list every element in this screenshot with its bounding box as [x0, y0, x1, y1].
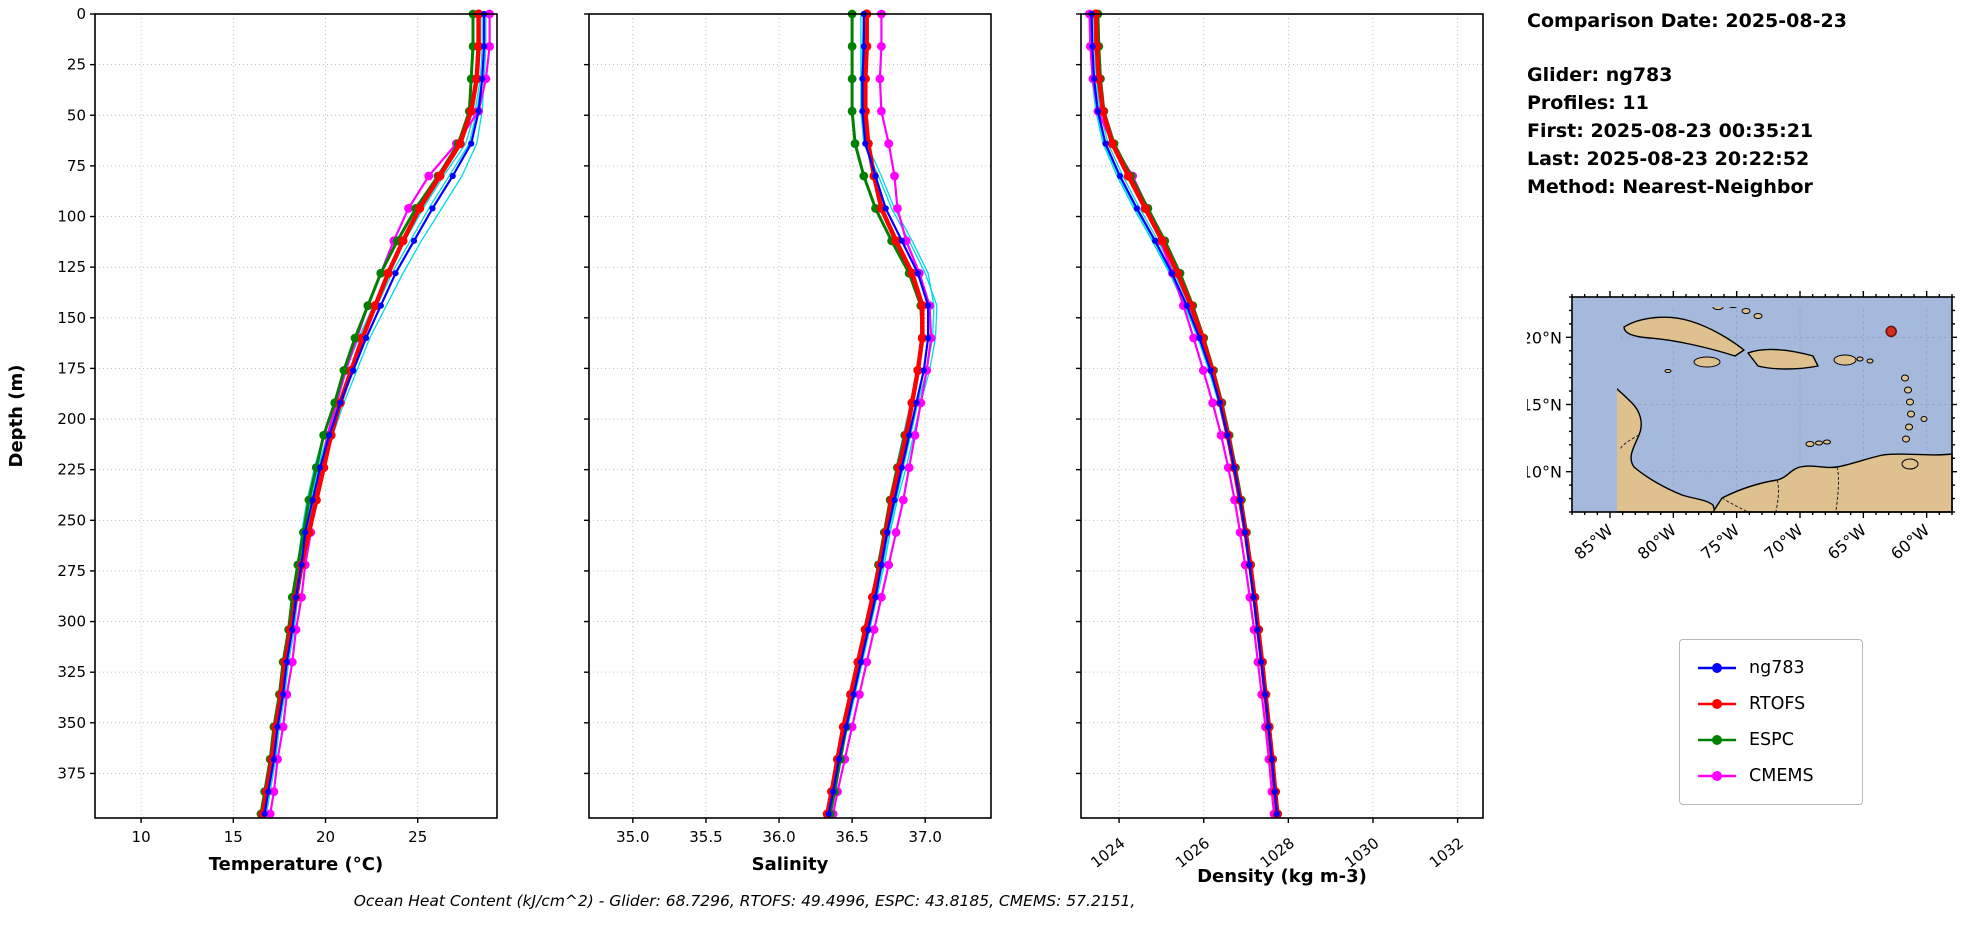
legend-label: ESPC — [1749, 729, 1794, 750]
salinity-plot-svg: 35.0 35.5 36.0 36.5 37.0 Salinity — [584, 9, 992, 875]
svg-text:175: 175 — [57, 359, 86, 377]
svg-text:20: 20 — [316, 828, 335, 846]
svg-text:200: 200 — [57, 410, 86, 428]
svg-text:Temperature (°C): Temperature (°C) — [209, 854, 383, 875]
svg-text:Depth (m): Depth (m) — [6, 365, 27, 468]
legend-item-ng783: ng783 — [1696, 650, 1846, 686]
legend-item-RTOFS: RTOFS — [1696, 686, 1846, 722]
legend-marker-icon — [1698, 770, 1736, 781]
ocean-heat-content-note: Ocean Heat Content (kJ/cm^2) - Glider: 6… — [353, 892, 1136, 910]
svg-text:50: 50 — [67, 106, 86, 124]
temperature-plot-svg: 0 25 50 75 100 125 150 175 200 225 250 275 300 325 350… — [6, 5, 498, 875]
comparison-date: Comparison Date: 2025-08-23 — [1527, 10, 1847, 32]
map-lon-tick-label: 75°W — [1697, 520, 1743, 563]
svg-text:375: 375 — [57, 764, 86, 782]
glider-model-comparison-dashboard: 0 25 50 75 100 125 150 175 200 225 250 275 300 325 350… — [0, 0, 1982, 910]
map-lon-tick-label: 85°W — [1571, 520, 1617, 563]
svg-text:15: 15 — [224, 828, 243, 846]
glider-position-marker — [1885, 325, 1897, 337]
map-lon-tick-label: 60°W — [1887, 520, 1933, 563]
profile-count: Profiles: 11 — [1527, 91, 1649, 114]
legend-label: RTOFS — [1749, 693, 1806, 714]
svg-text:275: 275 — [57, 562, 86, 580]
last-profile-time: Last: 2025-08-23 20:22:52 — [1527, 147, 1810, 170]
profile-charts-row: 0 25 50 75 100 125 150 175 200 225 250 275 300 325 350… — [0, 0, 1489, 890]
location-map: 85°W 80°W 75°W 70°W 65°W 60°W 20°N 15°N 10°N — [1522, 287, 1982, 621]
svg-text:36.0: 36.0 — [762, 828, 795, 846]
svg-text:25: 25 — [67, 56, 86, 74]
side-column: Comparison Date: 2025-08-23 Glider: ng78… — [1489, 0, 1982, 910]
temperature-profile-chart: 0 25 50 75 100 125 150 175 200 225 250 275 300 325 350… — [0, 0, 505, 890]
legend-item-ESPC: ESPC — [1696, 722, 1846, 758]
comparison-method: Method: Nearest-Neighbor — [1527, 175, 1813, 198]
map-lat-tick-label: 20°N — [1527, 328, 1562, 347]
svg-text:150: 150 — [57, 309, 86, 327]
svg-text:35.0: 35.0 — [616, 828, 649, 846]
legend-marker-icon — [1698, 662, 1736, 673]
first-profile-time: First: 2025-08-23 00:35:21 — [1527, 119, 1814, 142]
svg-text:300: 300 — [57, 613, 86, 631]
glider-name: Glider: ng783 — [1527, 63, 1673, 86]
svg-text:Density (kg m-3): Density (kg m-3) — [1197, 866, 1367, 886]
legend-label: CMEMS — [1749, 765, 1814, 786]
info-spacer — [1527, 36, 1982, 62]
density-profile-chart: 1024 1026 1028 1030 1032 Density (kg m-3) — [1069, 0, 1489, 890]
svg-text:Salinity: Salinity — [752, 854, 829, 875]
svg-text:1024: 1024 — [1087, 834, 1128, 872]
svg-text:10: 10 — [132, 828, 151, 846]
svg-text:100: 100 — [57, 208, 86, 226]
svg-text:37.0: 37.0 — [909, 828, 942, 846]
map-lon-tick-label: 80°W — [1634, 520, 1680, 563]
legend-item-CMEMS: CMEMS — [1696, 758, 1846, 794]
svg-text:35.5: 35.5 — [689, 828, 722, 846]
svg-text:36.5: 36.5 — [835, 828, 868, 846]
svg-text:250: 250 — [57, 511, 86, 529]
caribbean-map-svg: 85°W 80°W 75°W 70°W 65°W 60°W 20°N 15°N 10°N — [1522, 290, 1958, 563]
svg-text:225: 225 — [57, 461, 86, 479]
svg-text:25: 25 — [408, 828, 427, 846]
comparison-info-block: Comparison Date: 2025-08-23 Glider: ng78… — [1527, 8, 1982, 202]
legend: ng783 RTOFS ESPC CMEMS — [1679, 638, 1863, 805]
svg-text:75: 75 — [67, 157, 86, 175]
map-lat-tick-label: 10°N — [1527, 462, 1562, 481]
svg-text:1032: 1032 — [1426, 834, 1467, 872]
svg-text:125: 125 — [57, 258, 86, 276]
salinity-profile-chart: 35.0 35.5 36.0 36.5 37.0 Salinity — [577, 0, 997, 890]
map-lon-tick-label: 70°W — [1761, 520, 1807, 563]
svg-text:0: 0 — [76, 5, 86, 23]
svg-text:350: 350 — [57, 714, 86, 732]
map-lon-tick-label: 65°W — [1824, 520, 1870, 563]
legend-label: ng783 — [1749, 657, 1805, 678]
svg-text:325: 325 — [57, 663, 86, 681]
map-lat-tick-label: 15°N — [1527, 395, 1562, 414]
profile-charts-column: 0 25 50 75 100 125 150 175 200 225 250 275 300 325 350… — [0, 0, 1489, 910]
legend-marker-icon — [1698, 698, 1736, 709]
legend-marker-icon — [1698, 734, 1736, 745]
